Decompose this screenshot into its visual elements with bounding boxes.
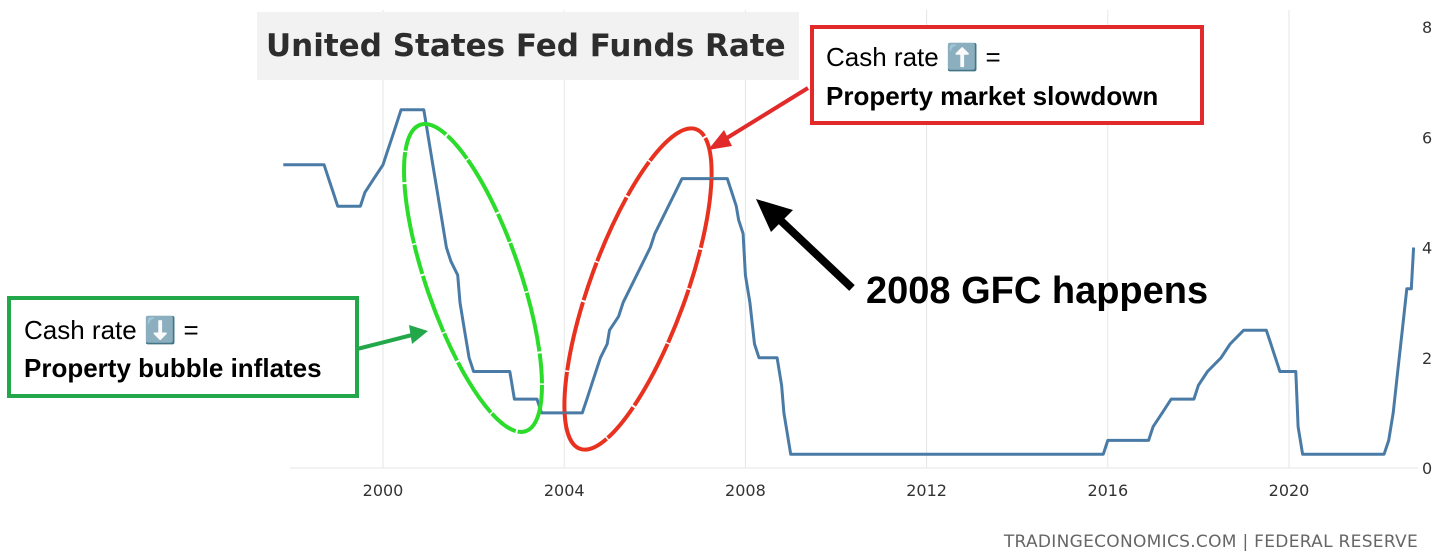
red-highlight-ellipse [562,126,714,452]
red-arrow-head [708,130,732,150]
green-arrow-head [409,325,428,344]
green-box-line-2: Property bubble inflates [24,353,322,383]
x-axis-ticks: 2000 2004 2008 2012 2016 2020 [363,481,1310,500]
y-tick-label: 0 [1422,459,1432,478]
black-arrow-shaft [775,215,855,291]
red-arrow-shaft [720,86,810,143]
x-tick-label: 2004 [544,481,585,500]
fed-funds-series-line [283,108,1416,456]
x-tick-label: 2020 [1269,481,1310,500]
red-box-line-2: Property market slowdown [826,81,1158,111]
gfc-label: 2008 GFC happens [866,270,1208,312]
x-tick-label: 2008 [725,481,766,500]
black-arrow-head [756,199,793,232]
red-box-line-1: Cash rate ⬆️ = [826,42,1001,72]
y-tick-label: 4 [1422,239,1432,258]
title-panel [257,12,799,80]
source-credit: TRADINGECONOMICS.COM | FEDERAL RESERVE [1003,532,1418,552]
x-tick-label: 2000 [363,481,404,500]
chart-title: United States Fed Funds Rate [266,28,786,64]
y-tick-label: 6 [1422,128,1432,147]
green-arrow-shaft [356,333,413,351]
y-tick-label: 2 [1422,349,1432,368]
y-tick-label: 8 [1422,18,1432,37]
red-annotation-box [810,25,1204,125]
y-axis-ticks: 0 2 4 6 8 [1422,18,1432,478]
x-tick-label: 2016 [1087,481,1128,500]
green-box-line-1: Cash rate ⬇️ = [24,315,199,345]
x-tick-label: 2012 [906,481,947,500]
green-highlight-ellipse [402,122,544,434]
